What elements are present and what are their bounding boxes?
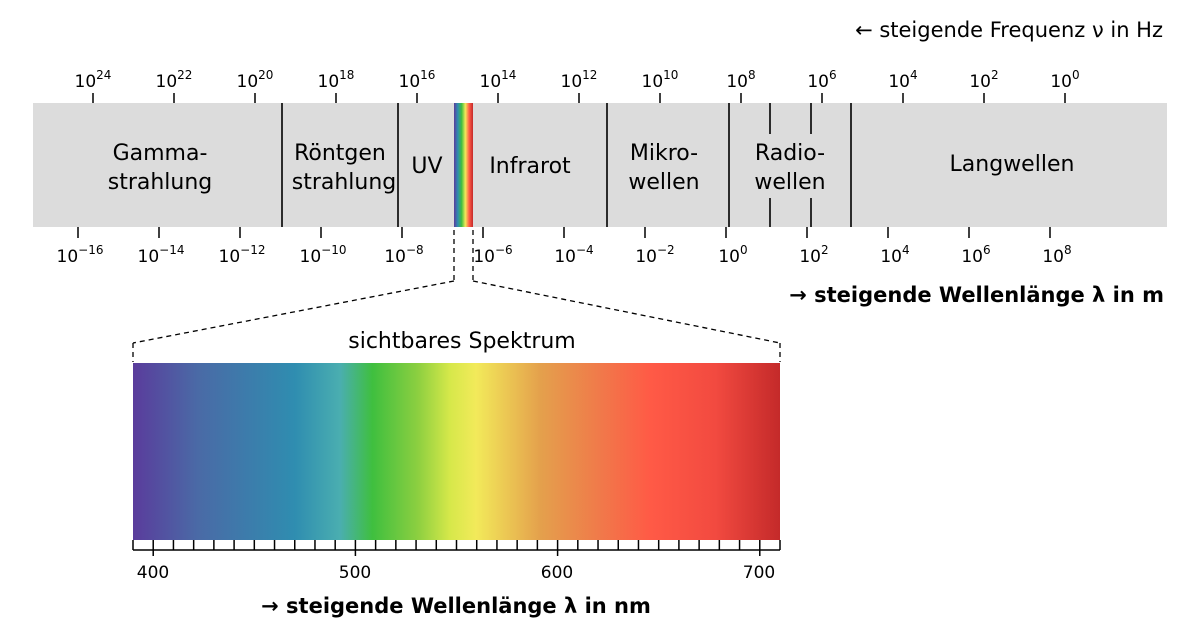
visible-band-rainbow (454, 103, 473, 227)
frequency-tick-label: 1024 (75, 68, 112, 92)
band-label-uv: UV (411, 154, 442, 179)
wavelength-tick-label: 10−2 (635, 243, 674, 267)
wavelength-tick-label: 10−8 (384, 243, 423, 267)
frequency-tick-label: 102 (969, 68, 998, 92)
frequency-tick-label: 1010 (642, 68, 679, 92)
frequency-axis-label: ← steigende Frequenz ν in Hz (855, 18, 1163, 42)
band-label-langwellen: Langwellen (950, 152, 1075, 177)
frequency-tick-label: 106 (807, 68, 836, 92)
band-label-infrarot: Infrarot (489, 154, 571, 179)
wavelength-tick-label: 10−4 (554, 243, 593, 267)
frequency-tick-label: 1016 (399, 68, 436, 92)
wavelength-tick-label: 10−14 (138, 243, 185, 267)
wavelength-tick-label: 102 (799, 243, 828, 267)
wavelength-tick-label: 10−12 (219, 243, 266, 267)
frequency-tick-label: 1014 (480, 68, 517, 92)
band-label-mikrowellen: Mikro- (630, 141, 698, 166)
nm-tick-label: 600 (541, 563, 573, 583)
frequency-tick-label: 104 (888, 68, 917, 92)
nm-tick-label: 400 (137, 563, 169, 583)
wavelength-tick-label: 108 (1042, 243, 1071, 267)
wavelength-tick-label: 10−16 (57, 243, 104, 267)
wavelength-tick-label: 10−6 (473, 243, 512, 267)
visible-spectrum-bar (133, 363, 780, 540)
nm-tick-label: 500 (339, 563, 371, 583)
band-label-mikrowellen: wellen (628, 170, 699, 195)
wavelength-tick-label: 104 (880, 243, 909, 267)
frequency-tick-label: 1012 (561, 68, 598, 92)
frequency-tick-label: 1020 (237, 68, 274, 92)
band-label-gamma: Gamma- (113, 141, 208, 166)
frequency-tick-label: 1018 (318, 68, 355, 92)
frequency-tick-label: 108 (726, 68, 755, 92)
band-label-radiowellen: wellen (754, 170, 825, 195)
wavelength-ticks (77, 227, 1051, 238)
frequency-tick-label: 1022 (156, 68, 193, 92)
band-dividers (281, 103, 852, 227)
wavelength-axis-label: → steigende Wellenlänge λ in m (789, 283, 1164, 307)
zoom-connector (132, 230, 781, 362)
band-strip (33, 103, 1167, 227)
band-label-roentgen: Röntgen (294, 141, 386, 166)
wavelength-tick-label: 106 (961, 243, 990, 267)
visible-spectrum-title: sichtbares Spektrum (348, 329, 576, 354)
nm-tick-label: 700 (743, 563, 775, 583)
wavelength-tick-label: 10−10 (300, 243, 347, 267)
frequency-ticks (92, 93, 1066, 103)
frequency-tick-label: 100 (1050, 68, 1079, 92)
band-label-gamma: strahlung (108, 170, 213, 195)
nm-scale (132, 540, 781, 556)
band-label-roentgen: strahlung (292, 170, 397, 195)
wavelength-tick-label: 100 (718, 243, 747, 267)
nm-axis-label: → steigende Wellenlänge λ in nm (261, 594, 651, 618)
band-label-radiowellen: Radio- (755, 141, 825, 166)
